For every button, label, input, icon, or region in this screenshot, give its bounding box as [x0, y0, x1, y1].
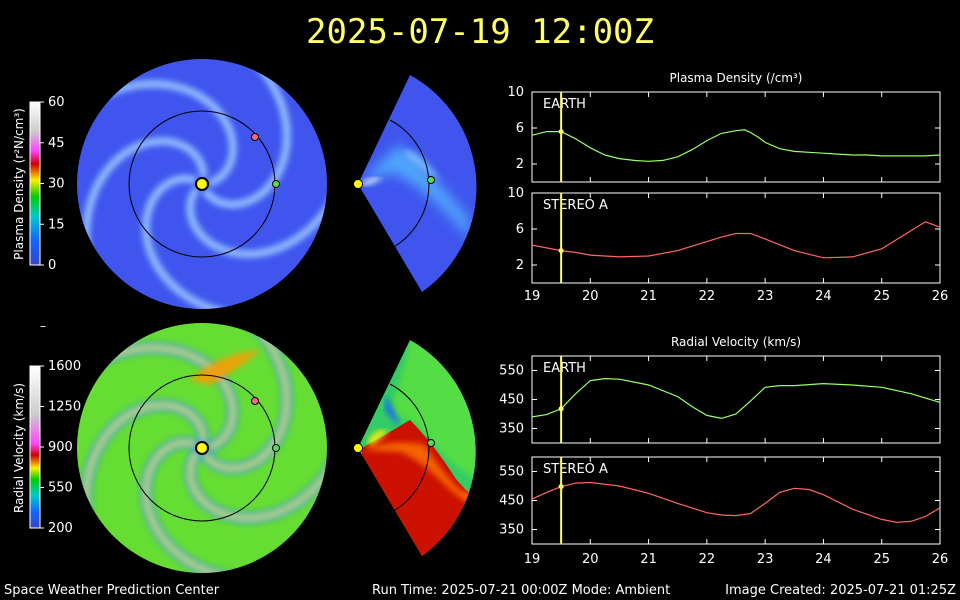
density-x-tick-label: 20 [582, 289, 599, 304]
density-series-line-stereo-a [531, 221, 941, 259]
density-series-name: STEREO A [543, 198, 608, 213]
wedge-earth-marker [427, 176, 435, 184]
velocity-series-line-earth [531, 377, 941, 420]
velocity-colorbar-tick-label: 1250 [48, 400, 81, 415]
density-y-tick-label: 2 [516, 258, 524, 273]
footer-organization: Space Weather Prediction Center [4, 583, 220, 598]
velocity-stereo-a-marker [251, 397, 259, 405]
velocity-sun-marker [195, 441, 209, 455]
stereo-a-marker [251, 133, 259, 141]
velocity-meridional-wedge [353, 340, 476, 556]
velocity-series-line-stereo-a [531, 481, 941, 523]
density-series-name: EARTH [543, 97, 586, 112]
density-colorbar-label: Plasma Density (r²N/cm³) [12, 108, 26, 260]
velocity-x-tick-label: 23 [757, 552, 774, 567]
velocity-x-tick-label: 21 [640, 552, 657, 567]
velocity-colorbar-tick-label: 550 [48, 481, 73, 496]
density-meridional-wedge [353, 75, 477, 292]
density-ecliptic-disk [77, 59, 327, 309]
velocity-x-tick-label: 24 [815, 552, 832, 567]
density-x-tick-label: 22 [699, 289, 716, 304]
velocity-x-tick-label: 22 [699, 552, 716, 567]
density-x-tick-label: 21 [640, 289, 657, 304]
velocity-chart-title: Radial Velocity (km/s) [671, 335, 801, 349]
velocity-colorbar: 1600 1250 900 550 200 Radial Velocity (km/s) [12, 359, 81, 536]
density-colorbar: 60 45 30 15 0 Plasma Density (r²N/cm³) [12, 95, 65, 273]
footer-image-created: Image Created: 2025-07-21 01:25Z [725, 583, 956, 598]
timestamp-title: 2025-07-19 12:00Z [306, 12, 654, 52]
velocity-panel-frame [531, 355, 941, 444]
density-colorbar-ticks: 60 45 30 15 0 [40, 95, 65, 273]
density-chart-title: Plasma Density (/cm³) [670, 71, 803, 85]
sun-marker [195, 177, 209, 191]
velocity-current-value-dot [558, 406, 564, 412]
density-x-tick-label: 25 [873, 289, 890, 304]
density-current-value-dot [558, 248, 564, 254]
wedge-sun-marker [353, 179, 363, 189]
wedge-orbit-arc [389, 119, 430, 249]
velocity-y-tick-label: 350 [499, 422, 524, 437]
density-panel-frame [531, 192, 941, 284]
density-x-tick-label: 23 [757, 289, 774, 304]
density-colorbar-tick-label: 30 [48, 177, 65, 192]
velocity-colorbar-tick-label: 900 [48, 440, 73, 455]
velocity-wedge-orbit-arc [389, 383, 430, 513]
separator-dash: – [40, 319, 46, 333]
density-y-tick-label: 6 [516, 121, 524, 136]
velocity-series-name: EARTH [543, 361, 586, 376]
density-y-tick-label: 2 [516, 157, 524, 172]
velocity-colorbar-tick-label: 1600 [48, 359, 81, 374]
footer-run-info: Run Time: 2025-07-21 00:00Z Mode: Ambien… [372, 583, 671, 598]
density-x-tick-label: 26 [932, 289, 949, 304]
density-colorbar-tick-label: 45 [48, 136, 65, 151]
velocity-y-tick-label: 350 [499, 523, 524, 538]
density-y-tick-label: 6 [516, 222, 524, 237]
density-y-tick-label: 10 [507, 186, 524, 201]
velocity-x-tick-label: 26 [932, 552, 949, 567]
velocity-y-tick-label: 450 [499, 393, 524, 408]
density-x-tick-label: 24 [815, 289, 832, 304]
velocity-current-value-dot [558, 484, 564, 490]
density-y-tick-label: 10 [507, 85, 524, 100]
velocity-y-tick-label: 450 [499, 494, 524, 509]
velocity-y-tick-label: 550 [499, 465, 524, 480]
velocity-series-name: STEREO A [543, 462, 608, 477]
density-current-value-dot [558, 129, 564, 135]
density-colorbar-tick-label: 60 [48, 95, 65, 110]
velocity-colorbar-label: Radial Velocity (km/s) [12, 383, 26, 513]
velocity-ecliptic-disk [77, 323, 327, 573]
density-x-tick-label: 19 [524, 289, 541, 304]
density-colorbar-tick-label: 15 [48, 217, 65, 232]
velocity-wedge-sun-marker [353, 443, 363, 453]
velocity-x-tick-label: 20 [582, 552, 599, 567]
velocity-colorbar-ticks: 1600 1250 900 550 200 [40, 359, 81, 536]
velocity-colorbar-tick-label: 200 [48, 521, 73, 536]
velocity-y-tick-label: 550 [499, 364, 524, 379]
velocity-wedge-earth-marker [427, 439, 435, 447]
velocity-timeseries: Radial Velocity (km/s) 550 450 350 EARTH 550 4… [499, 335, 948, 567]
velocity-x-tick-label: 19 [524, 552, 541, 567]
earth-marker [272, 180, 280, 188]
velocity-earth-marker [272, 444, 280, 452]
velocity-x-tick-label: 25 [873, 552, 890, 567]
density-panel-frame [531, 91, 941, 183]
density-timeseries: Plasma Density (/cm³) 10 6 2 EARTH 10 6 2 STEREO… [507, 71, 948, 304]
density-series-line-earth [531, 129, 941, 162]
density-colorbar-tick-label: 0 [48, 258, 56, 273]
